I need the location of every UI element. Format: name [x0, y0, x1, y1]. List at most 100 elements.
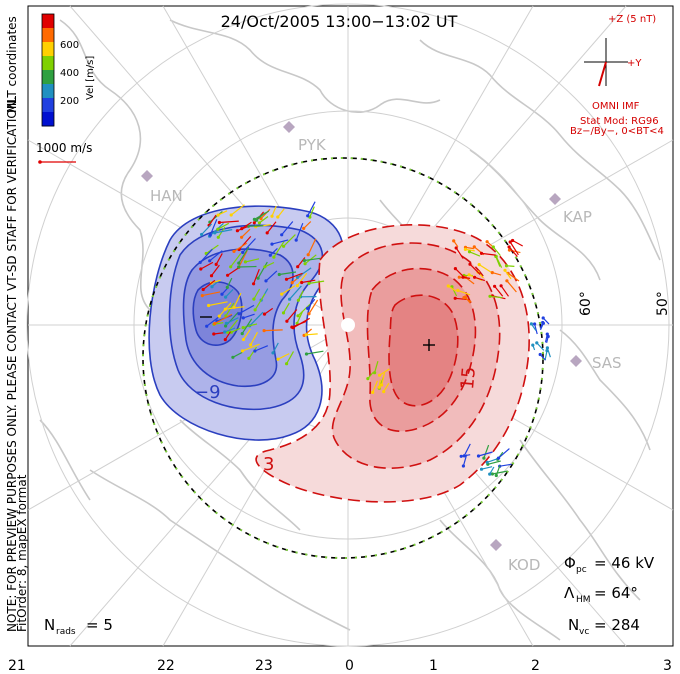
- velocity-vector-origin: [270, 242, 274, 246]
- velocity-vector: [272, 342, 279, 354]
- velocity-color-bar-frame: [41, 13, 55, 127]
- velocity-vector: [478, 451, 493, 457]
- velocity-vector: [279, 271, 297, 276]
- velocity-vector: [209, 219, 218, 236]
- velocity-vector: [200, 261, 214, 270]
- velocity-vector: [492, 470, 508, 475]
- velocity-vector: [291, 274, 302, 284]
- velocity-vector-origin: [380, 383, 384, 387]
- velocity-vector: [297, 290, 304, 301]
- velocity-vector-origin: [217, 314, 221, 318]
- velocity-vector: [217, 226, 226, 238]
- velocity-vector: [238, 265, 257, 268]
- station-marker-pyk: [283, 121, 295, 133]
- velocity-vector: [296, 311, 304, 324]
- velocity-vector: [242, 343, 260, 352]
- velocity-vector-origin: [240, 332, 244, 336]
- velocity-vector: [498, 448, 510, 459]
- velocity-vector-origin: [224, 324, 228, 328]
- velocity-vector-origin: [213, 231, 217, 235]
- velocity-vector-origin: [296, 265, 300, 269]
- velocity-vector-origin: [220, 292, 224, 296]
- velocity-vector: [281, 285, 296, 295]
- mlt-tick-23: 23: [255, 658, 273, 674]
- velocity-vector-origin: [213, 322, 217, 326]
- velocity-vector-origin: [232, 249, 236, 253]
- legend-tick-200: 200: [60, 96, 79, 107]
- velocity-vector: [206, 316, 219, 327]
- velocity-vector-origin: [296, 298, 300, 302]
- radar-count: N rads = 5: [44, 616, 113, 637]
- mlt-tick-1: 1: [429, 658, 438, 674]
- velocity-vector-origin: [285, 319, 289, 323]
- velocity-vector: [215, 253, 223, 265]
- velocity-vector: [266, 221, 277, 234]
- velocity-vector-origin: [485, 240, 489, 244]
- mlt-axis: 21 22 23 0 1 2 3: [8, 658, 672, 674]
- velocity-vector: [283, 234, 296, 247]
- positive-contour-label: 15: [457, 366, 480, 391]
- velocity-vector: [469, 263, 481, 275]
- velocity-vector: [295, 222, 304, 241]
- velocity-vector: [231, 327, 241, 333]
- velocity-vector-origin: [462, 296, 466, 300]
- velocity-vector-origin: [241, 337, 246, 342]
- velocity-vector: [495, 256, 501, 267]
- velocity-vector-origin: [454, 246, 458, 250]
- map-title: 24/Oct/2005 13:00−13:02 UT: [221, 12, 458, 31]
- velocity-vector-origin: [199, 267, 203, 271]
- velocity-vector: [500, 285, 509, 297]
- velocity-vector-origin: [237, 261, 241, 265]
- velocity-vector-origin: [252, 221, 256, 225]
- velocity-vector: [230, 204, 245, 216]
- velocity-vector-origin: [232, 305, 236, 309]
- velocity-vector-origin: [257, 221, 261, 225]
- velocity-vector: [264, 307, 274, 315]
- velocity-vector: [536, 342, 545, 351]
- velocity-vector-origin: [277, 272, 281, 277]
- velocity-vector-origin: [300, 280, 304, 285]
- velocity-vector-origin: [210, 285, 214, 289]
- velocity-vector: [504, 269, 512, 280]
- positive-potential-cell: [255, 224, 530, 503]
- velocity-vector-origin: [472, 245, 476, 249]
- velocity-vector-origin: [290, 281, 294, 285]
- velocity-vector-origin: [510, 238, 515, 243]
- velocity-vector-origin: [538, 352, 542, 357]
- velocity-vector: [214, 313, 233, 325]
- mlt-coordinates-label: MLT coordinates: [5, 16, 19, 113]
- station-label-pyk: PYK: [298, 136, 327, 154]
- velocity-vector-origin: [280, 292, 284, 296]
- velocity-vector: [201, 223, 213, 235]
- velocity-vector: [478, 264, 493, 274]
- velocity-vector-origin: [263, 265, 267, 269]
- velocity-vector-origin: [468, 262, 472, 266]
- negative-contour-label: −9: [194, 382, 221, 403]
- velocity-color-bar: [42, 14, 54, 127]
- velocity-vector: [238, 250, 248, 268]
- velocity-vector-origin: [371, 390, 375, 394]
- velocity-vector-origin: [295, 275, 300, 279]
- velocity-vector-origin: [296, 314, 300, 318]
- velocity-vector: [372, 380, 379, 393]
- velocity-vector: [253, 288, 261, 300]
- color-bar-segment: [42, 28, 54, 43]
- velocity-vector-origin: [508, 240, 512, 244]
- velocity-vector-origin: [467, 250, 472, 254]
- velocity-vector-origin: [217, 220, 221, 225]
- velocity-vector-origin: [507, 245, 511, 249]
- velocity-vector-origin: [507, 248, 511, 252]
- velocity-vector-origin: [253, 308, 257, 312]
- velocity-vector: [245, 258, 260, 263]
- velocity-vector: [259, 216, 269, 224]
- velocity-vector-origin: [223, 338, 227, 342]
- velocity-vector: [225, 288, 234, 298]
- velocity-vector-origin: [307, 312, 311, 316]
- velocity-vector: [254, 345, 269, 352]
- velocity-vector: [481, 466, 493, 470]
- velocity-vector: [507, 272, 520, 282]
- preview-note: NOTE: FOR PREVIEW PURPOSES ONLY. PLEASE …: [5, 96, 19, 632]
- velocity-vector-origin: [271, 351, 275, 355]
- velocity-vector-origin: [198, 260, 202, 264]
- velocity-vector: [232, 351, 243, 358]
